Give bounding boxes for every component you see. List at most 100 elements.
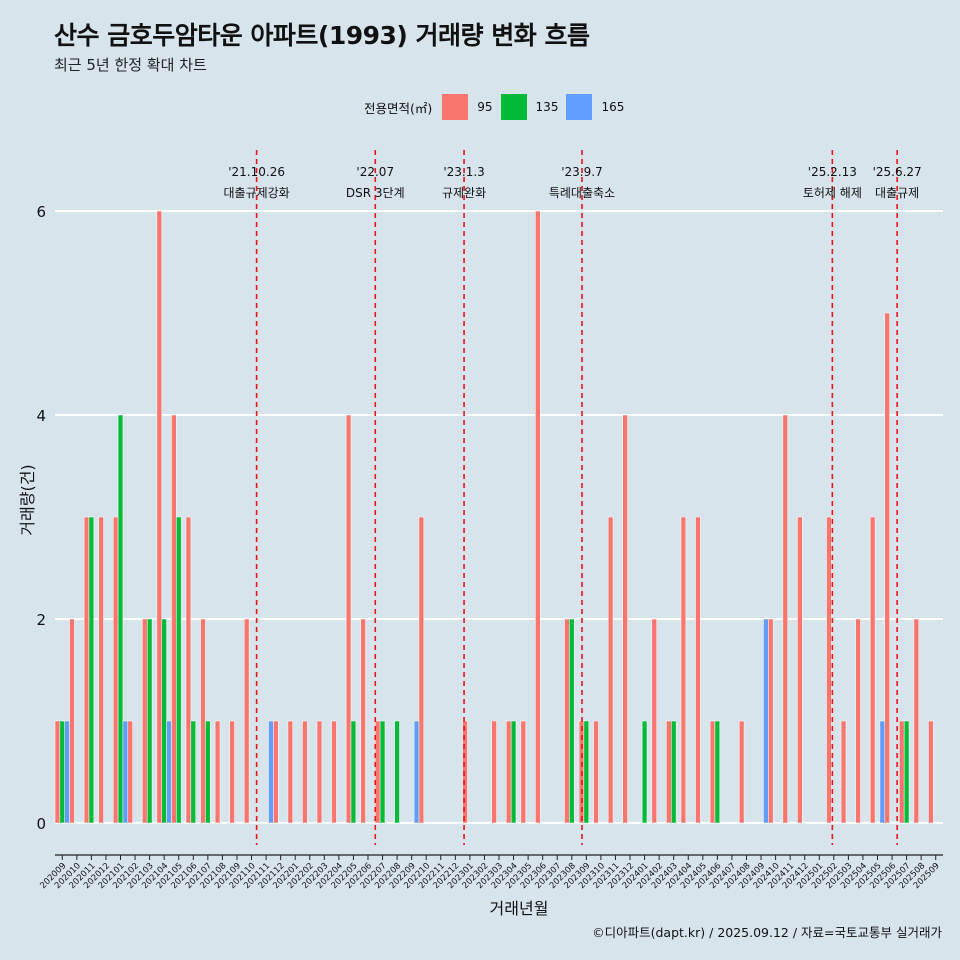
bar-95-202303 [491,720,497,824]
legend-swatch-135 [500,94,527,120]
bar-135-202208 [394,720,400,824]
bar-95-202106 [185,516,192,824]
event-text-label: 규제완화 [442,186,486,200]
bar-95-202104 [156,210,163,824]
bar-95-202011 [83,516,90,824]
event-text-label: 특례대출축소 [549,186,615,200]
bar-95-202110 [243,618,250,824]
bar-95-202112 [273,720,279,824]
y-tick-label: 0 [36,815,46,833]
bar-95-202404 [680,516,687,824]
bar-135-202104 [161,618,167,824]
y-tick-label: 2 [36,611,46,629]
bar-135-202207 [379,720,386,824]
bar-95-202301 [462,720,468,824]
legend-label-165: 165 [601,100,625,114]
event-date-label: '23.9.7 [561,165,602,179]
bar-95-202103 [142,618,148,824]
bar-135-202309 [583,720,590,824]
bar-95-202503 [840,720,847,824]
bar-165-202101 [122,720,129,824]
bar-95-202202 [302,720,308,824]
bar-95-202505 [869,516,876,824]
legend-item-95: 95 [442,94,493,120]
bar-135-202304 [510,720,517,824]
bar-95-202009 [54,720,61,824]
bar-165-202209 [413,720,420,824]
legend-swatch-165 [566,94,593,120]
legend-title: 전용면적(㎡) [364,100,433,116]
event-date-label: '21.10.26 [228,165,285,179]
bar-95-202010 [69,618,75,824]
bar-135-202103 [146,618,153,824]
bar-165-202409 [763,618,769,824]
bar-95-202311 [607,516,614,824]
event-text-label: 대출규제 [875,186,919,200]
bar-95-202012 [98,516,104,824]
bar-95-202102 [127,720,133,824]
bar-135-202011 [88,516,95,824]
bar-95-202507 [899,720,905,824]
bar-95-202312 [622,414,628,824]
bar-135-202401 [641,720,648,824]
event-text-label: DSR 3단계 [346,186,405,200]
bar-95-202504 [855,618,861,824]
bar-95-202204 [331,720,337,824]
chart-title: 산수 금호두암타운 아파트(1993) 거래량 변화 흐름 [54,21,590,50]
y-axis-title: 거래량(건) [18,464,37,535]
legend: 전용면적(㎡) 95 135 165 [364,92,632,122]
bar-95-202304 [506,720,512,824]
bar-95-202406 [709,720,716,824]
y-tick-label: 6 [36,203,46,221]
y-tick-label: 4 [36,407,46,425]
bar-95-202108 [214,720,221,824]
bar-95-202508 [913,618,919,824]
bar-135-202403 [671,720,677,824]
bar-95-202509 [928,720,934,824]
bar-135-202205 [350,720,357,824]
bar-135-202308 [569,618,575,824]
bar-135-202105 [176,516,182,824]
bar-95-202310 [593,720,599,824]
bar-135-202101 [117,414,124,824]
legend-item-165: 165 [566,94,624,120]
bar-135-202106 [190,720,196,824]
chart-caption: ©디아파트(dapt.kr) / 2025.09.12 / 자료=국토교통부 실… [592,925,942,940]
bar-95-202306 [535,210,541,824]
event-date-label: '25.6.27 [873,165,922,179]
bar-95-202109 [229,720,235,824]
bar-95-202411 [782,414,788,824]
bar-165-202104 [166,720,172,824]
legend-label-95: 95 [477,100,493,114]
bar-95-202201 [287,720,294,824]
bar-95-202305 [520,720,526,824]
bar-165-202009 [64,720,70,824]
bar-95-202101 [112,516,119,824]
bar-135-202009 [59,720,65,824]
bar-95-202203 [316,720,323,824]
bar-135-202406 [714,720,721,824]
bar-95-202506 [884,312,890,824]
event-text-label: 대출규제강화 [223,186,289,200]
bar-95-202206 [360,618,366,824]
bar-95-202502 [826,516,832,824]
bar-95-202210 [418,516,425,824]
bar-95-202410 [768,618,774,824]
chart-subtitle: 최근 5년 한정 확대 차트 [54,56,207,74]
bar-95-202408 [738,720,745,824]
bar-95-202405 [695,516,701,824]
event-date-label: '25.2.13 [808,165,857,179]
legend-swatch-95 [442,94,469,120]
event-date-label: '23.1.3 [443,165,484,179]
bar-95-202205 [345,414,352,824]
legend-item-135: 135 [500,94,558,120]
bar-95-202412 [797,516,803,824]
bar-95-202402 [651,618,657,824]
bar-95-202403 [666,720,672,824]
bar-95-202105 [171,414,177,824]
event-text-label: 토허제 해제 [803,186,862,200]
bar-95-202308 [564,618,570,824]
bar-165-202505 [879,720,886,824]
bar-95-202107 [200,618,206,824]
